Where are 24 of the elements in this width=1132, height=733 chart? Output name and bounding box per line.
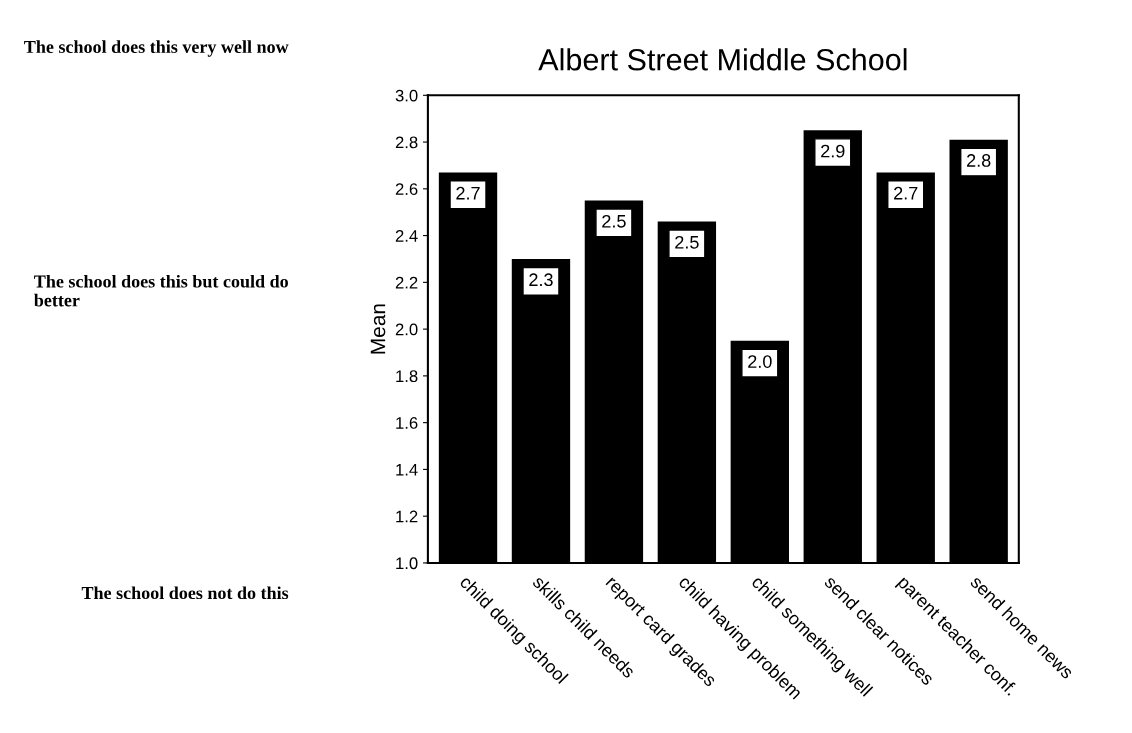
text: The school does not do this: [81, 586, 289, 600]
y-tick-label: 1.4: [396, 463, 418, 476]
chart-title: Albert Street Middle School: [538, 48, 907, 71]
text: The school does this but could do better: [34, 274, 288, 307]
y-tick-label: 1.0: [396, 557, 418, 570]
data-label: 2.8: [967, 154, 991, 167]
data-label: 2.9: [821, 144, 845, 158]
data-label: 2.3: [529, 273, 553, 287]
y-tick-label: 2.6: [395, 183, 418, 196]
data-label: 2.7: [456, 186, 480, 200]
data-label: 2.5: [675, 235, 699, 249]
y-tick-label: 2.0: [395, 323, 418, 336]
y-tick-label: 2.4: [395, 229, 418, 242]
data-label: 2.7: [894, 186, 918, 200]
y-tick-label: 1.8: [396, 370, 418, 383]
y-tick-label: 2.2: [395, 276, 418, 289]
y-tick-label: 1.6: [396, 417, 418, 429]
data-label: 2.5: [602, 214, 626, 228]
y-tick-label: 1.2: [396, 510, 418, 523]
y-tick-label: 2.8: [395, 136, 418, 149]
text: The school does this very well now: [24, 40, 289, 57]
data-label: 2.0: [748, 355, 772, 368]
y-tick-label: 3.0: [395, 89, 418, 102]
y-axis-title: Mean: [370, 304, 386, 354]
